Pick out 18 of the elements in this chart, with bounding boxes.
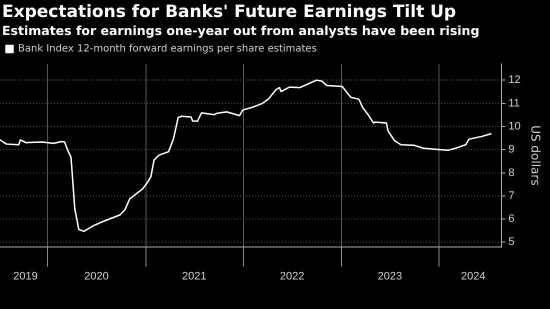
- y-tick-label: 9: [508, 144, 514, 156]
- x-tick-label: 2022: [280, 270, 304, 282]
- chart-title: Expectations for Banks' Future Earnings Tilt Up: [2, 2, 458, 22]
- x-tick-label: 2019: [13, 270, 38, 282]
- y-tick-label: 7: [508, 190, 514, 202]
- x-tick-label: 2024: [460, 270, 486, 282]
- y-tick-label: 11: [508, 97, 520, 110]
- chart-subtitle: Estimates for earnings one-year out from analysts have been rising: [2, 23, 480, 38]
- x-tick-label: 2023: [378, 270, 402, 282]
- y-tick-label: 12: [508, 74, 521, 86]
- y-tick-label: 6: [508, 213, 514, 226]
- y-tick-label: 10: [508, 120, 521, 133]
- y-axis-title: US dollars: [528, 125, 543, 186]
- y-tick-label: 8: [508, 166, 514, 179]
- x-tick-label: 2020: [84, 270, 109, 282]
- x-tick-label: 2021: [182, 270, 207, 282]
- legend-label: Bank Index 12-month forward earnings per share estimates: [18, 44, 317, 55]
- y-tick-label: 5: [508, 236, 514, 248]
